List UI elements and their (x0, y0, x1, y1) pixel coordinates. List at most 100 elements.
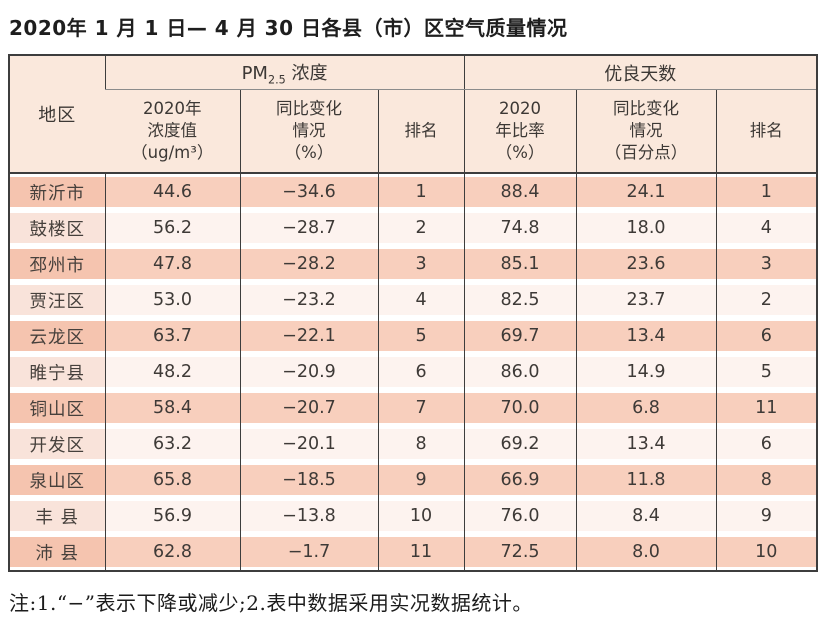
good-change-cell: 8.4 (575, 498, 717, 534)
good-change-cell: 23.7 (575, 282, 717, 318)
table-row: 邳州市 47.8 −28.2 3 85.1 23.6 3 (9, 246, 818, 282)
region-cell: 贾汪区 (9, 282, 105, 318)
pm-rank-cell: 4 (377, 282, 465, 318)
good-rank-cell: 2 (715, 282, 818, 318)
col-header-pm-value: 2020年 浓度值 （ug/m³） (105, 89, 240, 174)
table-row: 睢宁县 48.2 −20.9 6 86.0 14.9 5 (9, 354, 818, 390)
table-row: 新沂市 44.6 −34.6 1 88.4 24.1 1 (9, 173, 818, 210)
table-row: 铜山区 58.4 −20.7 7 70.0 6.8 11 (9, 390, 818, 426)
good-change-cell: 23.6 (575, 246, 717, 282)
col-header-good-rank: 排名 (715, 89, 818, 174)
pm-rank-cell: 5 (377, 318, 465, 354)
good-rank-cell: 3 (715, 246, 818, 282)
region-cell: 鼓楼区 (9, 210, 105, 246)
pm-rank-cell: 1 (377, 173, 465, 210)
good-rate-cell: 86.0 (463, 354, 577, 390)
good-change-cell: 18.0 (575, 210, 717, 246)
good-rank-cell: 9 (715, 498, 818, 534)
pm-value-cell: 53.0 (104, 282, 240, 318)
good-rate-cell: 70.0 (463, 390, 577, 426)
pm-change-cell: −20.1 (239, 426, 378, 462)
pm-value-cell: 47.8 (104, 246, 240, 282)
good-rate-cell: 88.4 (463, 173, 577, 210)
region-cell: 睢宁县 (9, 354, 105, 390)
table-row: 沛 县 62.8 −1.7 11 72.5 8.0 10 (9, 534, 818, 571)
good-rate-cell: 69.7 (463, 318, 577, 354)
page-title: 2020年 1 月 1 日— 4 月 30 日各县（市）区空气质量情况 (9, 16, 568, 40)
pm-rank-cell: 11 (377, 534, 465, 571)
good-rank-cell: 6 (715, 426, 818, 462)
pm-rank-cell: 10 (377, 498, 465, 534)
pm-rank-cell: 7 (377, 390, 465, 426)
good-change-cell: 6.8 (575, 390, 717, 426)
pm-value-cell: 56.9 (104, 498, 240, 534)
pm-change-cell: −23.2 (239, 282, 378, 318)
good-rate-cell: 74.8 (463, 210, 577, 246)
good-rank-cell: 10 (715, 534, 818, 571)
pm25-label-suffix: 浓度 (285, 62, 328, 84)
col-header-pm-change: 同比变化 情况 （%） (239, 89, 378, 174)
good-change-cell: 13.4 (575, 318, 717, 354)
header-group-row: 地区 PM2.5 浓度 优良天数 (9, 55, 818, 174)
pm-change-cell: −34.6 (239, 173, 378, 210)
table-row: 云龙区 63.7 −22.1 5 69.7 13.4 6 (9, 318, 818, 354)
table-row: 丰 县 56.9 −13.8 10 76.0 8.4 9 (9, 498, 818, 534)
pm-rank-cell: 6 (377, 354, 465, 390)
pm-value-cell: 58.4 (104, 390, 240, 426)
pm-rank-cell: 2 (377, 210, 465, 246)
pm-value-cell: 63.2 (104, 426, 240, 462)
good-change-cell: 11.8 (575, 462, 717, 498)
pm-change-cell: −28.7 (239, 210, 378, 246)
table-row: 开发区 63.2 −20.1 8 69.2 13.4 6 (9, 426, 818, 462)
col-header-region: 地区 (9, 55, 105, 174)
good-rate-cell: 66.9 (463, 462, 577, 498)
pm-value-cell: 44.6 (104, 173, 240, 210)
good-rate-cell: 76.0 (463, 498, 577, 534)
good-rate-cell: 82.5 (463, 282, 577, 318)
pm-value-cell: 63.7 (104, 318, 240, 354)
pm-value-cell: 56.2 (104, 210, 240, 246)
pm-rank-cell: 9 (377, 462, 465, 498)
good-rank-cell: 4 (715, 210, 818, 246)
footnote: 注:1.“−”表示下降或减少;2.表中数据采用实况数据统计。 (9, 591, 533, 615)
pm-value-cell: 65.8 (104, 462, 240, 498)
good-change-cell: 24.1 (575, 173, 717, 210)
table-row: 鼓楼区 56.2 −28.7 2 74.8 18.0 4 (9, 210, 818, 246)
pm25-subscript: 2.5 (267, 73, 286, 87)
good-rate-cell: 69.2 (463, 426, 577, 462)
good-rank-cell: 6 (715, 318, 818, 354)
region-cell: 开发区 (9, 426, 105, 462)
col-header-good-change: 同比变化 情况 （百分点） (575, 89, 717, 174)
pm-change-cell: −22.1 (239, 318, 378, 354)
region-cell: 邳州市 (9, 246, 105, 282)
good-rank-cell: 1 (715, 173, 818, 210)
good-rank-cell: 8 (715, 462, 818, 498)
pm-change-cell: −20.9 (239, 354, 378, 390)
col-header-good-rate: 2020 年比率 （%） (463, 89, 577, 174)
pm-change-cell: −18.5 (239, 462, 378, 498)
region-cell: 新沂市 (9, 173, 105, 210)
region-cell: 沛 县 (9, 534, 105, 571)
region-cell: 云龙区 (9, 318, 105, 354)
pm-change-cell: −20.7 (239, 390, 378, 426)
good-change-cell: 13.4 (575, 426, 717, 462)
table-row: 贾汪区 53.0 −23.2 4 82.5 23.7 2 (9, 282, 818, 318)
good-change-cell: 8.0 (575, 534, 717, 571)
pm-value-cell: 48.2 (104, 354, 240, 390)
pm-value-cell: 62.8 (104, 534, 240, 571)
air-quality-table: 地区 PM2.5 浓度 优良天数 2020年 浓度值 （ug/m³） 同比变化 … (8, 54, 819, 572)
col-group-pm25: PM2.5 浓度 (104, 55, 465, 90)
good-rate-cell: 72.5 (463, 534, 577, 571)
header-sub-row: 2020年 浓度值 （ug/m³） 同比变化 情况 （%） 排名 2020 年比… (9, 89, 818, 174)
good-rate-cell: 85.1 (463, 246, 577, 282)
pm-change-cell: −28.2 (239, 246, 378, 282)
col-group-good-days: 优良天数 (463, 55, 818, 90)
pm25-label-prefix: PM (241, 62, 268, 84)
pm-change-cell: −1.7 (239, 534, 378, 571)
pm-rank-cell: 3 (377, 246, 465, 282)
region-cell: 丰 县 (9, 498, 105, 534)
pm-rank-cell: 8 (377, 426, 465, 462)
good-rank-cell: 5 (715, 354, 818, 390)
col-header-pm-rank: 排名 (377, 89, 465, 174)
